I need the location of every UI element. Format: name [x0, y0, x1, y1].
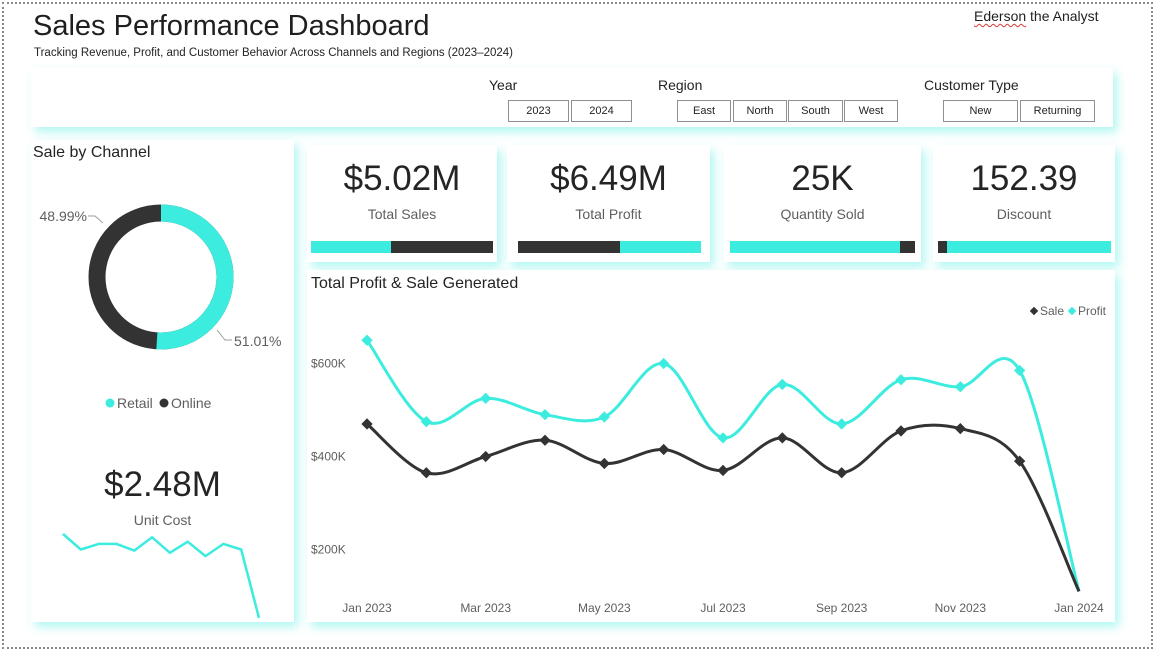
unit-cost-value: $2.48M: [104, 465, 221, 504]
profit-data-point[interactable]: [717, 432, 729, 444]
sale-data-point[interactable]: [776, 432, 788, 444]
sale-data-point[interactable]: [658, 443, 670, 456]
profit-sale-line-chart: $600K $400K $200K Jan 2023 Mar 2023 May 2023 J…: [311, 304, 1107, 615]
x-tick-label: Jul 2023: [700, 601, 746, 615]
quantity-sold-progress-fill: [730, 241, 901, 253]
sale-data-point[interactable]: [361, 418, 373, 430]
discount-progress-track: [938, 241, 1111, 253]
total-profit-value: $6.49M: [550, 159, 667, 198]
profit-sale-chart-card: Total Profit & Sale Generated $600K $400K…: [307, 270, 1115, 622]
year-slicer-label: Year: [489, 77, 518, 93]
kpi-card-quantity-sold: 25K Quantity Sold: [724, 145, 921, 262]
online-percent-label: 48.99%: [40, 208, 87, 224]
legend-retail-label[interactable]: Retail: [117, 395, 153, 411]
page-title: Sales Performance Dashboard: [33, 10, 430, 42]
profit-data-point[interactable]: [539, 408, 551, 421]
sale-data-point[interactable]: [539, 434, 551, 446]
x-tick-label: Jan 2024: [1054, 601, 1104, 615]
region-west-button[interactable]: West: [844, 100, 898, 122]
quantity-sold-value: 25K: [791, 159, 854, 198]
sale-data-point[interactable]: [480, 450, 492, 463]
sale-data-point[interactable]: [954, 422, 966, 435]
legend-profit-label[interactable]: Profit: [1078, 304, 1107, 318]
total-profit-progress-track: [518, 241, 701, 253]
y-tick-label: $600K: [311, 357, 346, 371]
x-tick-label: Sep 2023: [816, 601, 868, 615]
discount-label: Discount: [996, 206, 1052, 222]
region-east-button[interactable]: East: [677, 100, 731, 122]
legend-retail-marker: [105, 398, 115, 408]
y-tick-label: $400K: [311, 450, 346, 464]
page-subtitle: Tracking Revenue, Profit, and Customer B…: [34, 47, 514, 59]
filter-panel: Year 2023 2024 Region East North South W…: [31, 68, 1113, 127]
sale-data-point[interactable]: [598, 457, 610, 470]
sale-data-point[interactable]: [836, 467, 848, 479]
x-tick-label: Jan 2023: [342, 601, 392, 615]
total-sales-progress-fill: [311, 241, 392, 253]
author-rest: the Analyst: [1026, 8, 1099, 24]
legend-sale-label[interactable]: Sale: [1040, 304, 1064, 318]
kpi-card-total-sales: $5.02M Total Sales: [307, 145, 497, 262]
sale-series-line[interactable]: [366, 422, 1081, 593]
retail-label-leader: [216, 329, 232, 341]
channel-panel: Sale by Channel 48.99% 51.01% Retail Onl…: [31, 140, 294, 622]
total-profit-progress-fill: [518, 241, 621, 253]
customer-new-button[interactable]: New: [943, 100, 1018, 122]
profit-data-point[interactable]: [895, 374, 907, 386]
profit-data-point[interactable]: [658, 357, 670, 370]
legend-online-marker: [159, 398, 169, 408]
region-south-button[interactable]: South: [788, 100, 843, 122]
region-north-button[interactable]: North: [733, 100, 787, 122]
year-2024-button[interactable]: 2024: [571, 100, 632, 122]
profit-data-point[interactable]: [776, 378, 788, 391]
total-sales-label: Total Sales: [367, 206, 437, 222]
author-first-name: Ederson: [974, 8, 1027, 24]
legend-online-label[interactable]: Online: [171, 395, 212, 411]
legend-profit-marker: [1067, 306, 1077, 316]
discount-value: 152.39: [970, 159, 1078, 198]
author-credit: Ederson the Analyst: [974, 8, 1099, 24]
x-tick-label: Nov 2023: [935, 601, 987, 615]
line-chart-title: Total Profit & Sale Generated: [311, 275, 519, 292]
quantity-sold-label: Quantity Sold: [780, 206, 865, 222]
unit-cost-sparkline[interactable]: [62, 533, 261, 619]
unit-cost-label: Unit Cost: [133, 512, 192, 528]
donut-retail-slice[interactable]: [88, 204, 234, 350]
channel-chart-title: Sale by Channel: [33, 144, 151, 161]
year-2023-button[interactable]: 2023: [508, 100, 569, 122]
kpi-card-discount: 152.39 Discount: [933, 145, 1115, 262]
quantity-sold-progress-track: [730, 241, 915, 253]
profit-data-point[interactable]: [480, 392, 492, 405]
x-tick-label: Mar 2023: [460, 601, 511, 615]
sale-data-point[interactable]: [420, 467, 432, 479]
legend-sale-marker: [1029, 306, 1039, 316]
kpi-card-total-profit: $6.49M Total Profit: [507, 145, 710, 262]
online-label-leader: [88, 215, 104, 224]
y-tick-label: $200K: [311, 543, 346, 557]
retail-percent-label: 51.01%: [234, 333, 281, 349]
total-profit-label: Total Profit: [575, 206, 642, 222]
profit-data-point[interactable]: [836, 418, 848, 430]
profit-data-point[interactable]: [954, 381, 966, 393]
customer-type-slicer-label: Customer Type: [924, 77, 1019, 93]
sale-data-point[interactable]: [717, 464, 729, 477]
total-sales-value: $5.02M: [343, 159, 461, 198]
total-sales-progress-track: [311, 241, 493, 253]
channel-donut-chart: 48.99% 51.01% Retail Online: [40, 204, 281, 619]
region-slicer-label: Region: [658, 77, 703, 93]
discount-progress-fill: [938, 241, 947, 253]
customer-returning-button[interactable]: Returning: [1020, 100, 1095, 122]
x-tick-label: May 2023: [578, 601, 631, 615]
sale-data-point[interactable]: [1014, 455, 1026, 467]
sale-data-point[interactable]: [895, 425, 907, 437]
profit-data-point[interactable]: [598, 411, 610, 423]
